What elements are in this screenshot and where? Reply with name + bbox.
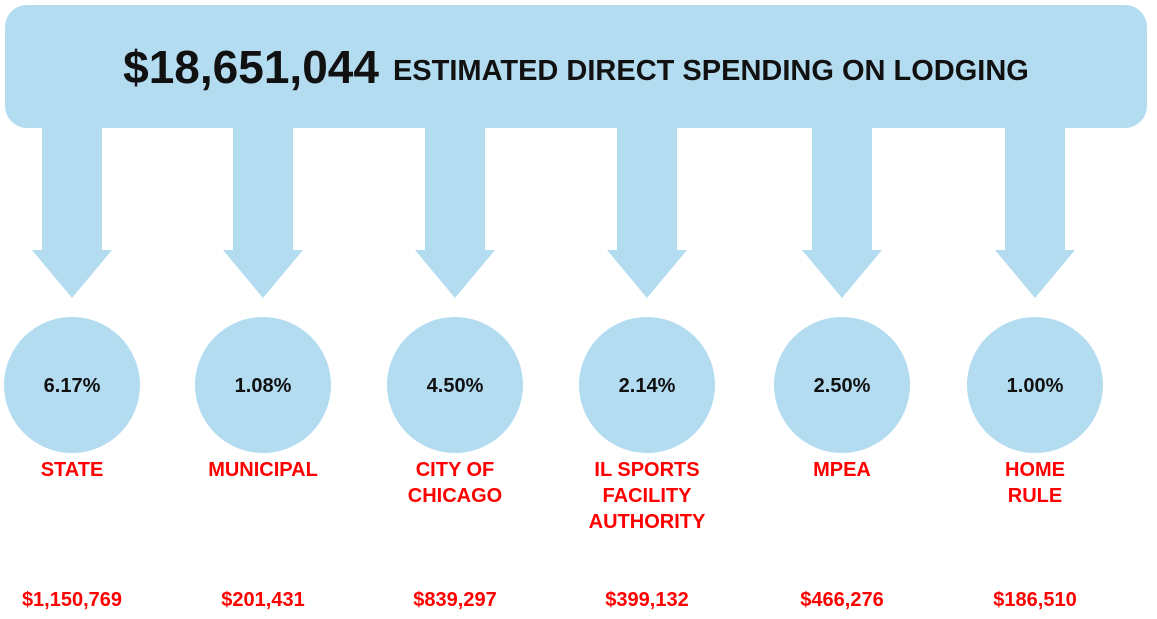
header: $18,651,044 ESTIMATED DIRECT SPENDING ON… <box>5 5 1147 128</box>
header-label: ESTIMATED DIRECT SPENDING ON LODGING <box>392 55 1029 87</box>
arrow <box>32 128 112 298</box>
banner <box>5 5 1147 128</box>
rate-circle <box>967 317 1103 453</box>
arrow <box>802 128 882 298</box>
rate-circle <box>387 317 523 453</box>
category-name: IL SPORTS <box>594 459 700 481</box>
total-amount: $18,651,044 <box>123 40 379 93</box>
amount-label: $186,510 <box>993 589 1077 611</box>
rate-label: 1.00% <box>1006 375 1064 397</box>
category-name: FACILITY <box>602 485 692 507</box>
category-name: MUNICIPAL <box>208 459 318 481</box>
category-name: RULE <box>1007 485 1063 507</box>
arrow <box>415 128 495 298</box>
amount-label: $466,276 <box>800 589 884 611</box>
rate-label: 4.50% <box>426 375 484 397</box>
arrow <box>223 128 303 298</box>
amount-label: $839,297 <box>413 589 497 611</box>
rate-label: 2.50% <box>813 375 871 397</box>
category-name: MPEA <box>813 459 871 481</box>
amount-label: $201,431 <box>221 589 305 611</box>
rate-label: 1.08% <box>234 375 292 397</box>
category-name: AUTHORITY <box>588 511 706 533</box>
category-name: CITY OF <box>415 459 495 481</box>
amount-label: $1,150,769 <box>21 589 123 611</box>
category-name: HOME <box>1005 459 1065 481</box>
rate-label: 2.14% <box>618 375 676 397</box>
rate-label: 6.17% <box>43 375 101 397</box>
rate-circle <box>774 317 910 453</box>
arrow <box>607 128 687 298</box>
arrow <box>995 128 1075 298</box>
amount-label: $399,132 <box>605 589 689 611</box>
rate-circle <box>4 317 140 453</box>
category-name: CHICAGO <box>407 485 503 507</box>
rate-circle <box>579 317 715 453</box>
category-name: STATE <box>40 459 104 481</box>
rate-circle <box>195 317 331 453</box>
